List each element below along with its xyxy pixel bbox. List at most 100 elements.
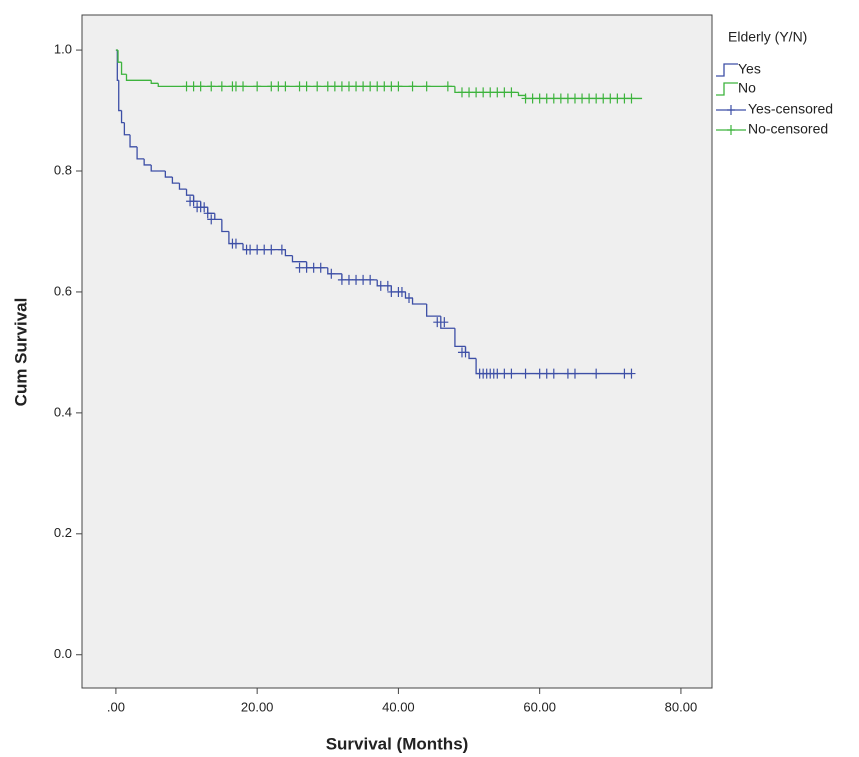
censor-mark xyxy=(309,262,318,273)
censor-mark xyxy=(267,81,276,92)
survival-step xyxy=(120,62,127,75)
survival-step xyxy=(136,146,145,160)
censor-mark xyxy=(521,368,530,379)
censor-mark xyxy=(542,93,551,104)
censor-mark xyxy=(203,208,212,219)
survival-step xyxy=(117,50,122,63)
legend-label: No-censored xyxy=(748,121,828,137)
survival-step xyxy=(185,189,194,196)
censor-mark xyxy=(313,81,322,92)
censor-mark xyxy=(606,93,615,104)
censor-mark xyxy=(549,93,558,104)
censor-mark xyxy=(302,262,311,273)
censor-mark xyxy=(295,81,304,92)
censor-mark xyxy=(344,274,353,285)
y-tick-label: 0.0 xyxy=(54,646,72,661)
survival-step xyxy=(178,183,187,190)
censor-mark xyxy=(585,93,594,104)
survival-step xyxy=(150,164,166,172)
survival-step xyxy=(118,80,122,112)
survival-step xyxy=(123,122,131,136)
censor-mark xyxy=(500,87,509,98)
censor-mark xyxy=(302,81,311,92)
censor-mark xyxy=(528,93,537,104)
censor-mark xyxy=(387,286,396,297)
censor-mark xyxy=(323,81,332,92)
censor-mark xyxy=(380,81,389,92)
censor-mark xyxy=(535,368,544,379)
censor-mark xyxy=(422,81,431,92)
censor-mark xyxy=(570,93,579,104)
legend-label: No xyxy=(738,80,756,96)
censor-mark xyxy=(239,81,248,92)
censor-mark xyxy=(182,81,191,92)
censor-mark xyxy=(443,81,452,92)
censor-mark xyxy=(189,196,198,207)
censor-mark xyxy=(549,368,558,379)
censor-mark xyxy=(387,81,396,92)
censor-mark xyxy=(316,262,325,273)
censor-mark xyxy=(535,93,544,104)
censor-mark xyxy=(542,368,551,379)
censor-mark xyxy=(359,274,368,285)
x-tick-label: 20.00 xyxy=(241,699,274,714)
censor-mark xyxy=(472,87,481,98)
censor-mark xyxy=(207,81,216,92)
survival-step xyxy=(129,134,138,148)
x-tick-label: 40.00 xyxy=(382,699,415,714)
x-tick-label: .00 xyxy=(107,699,125,714)
censor-mark xyxy=(352,81,361,92)
censor-mark xyxy=(465,87,474,98)
censor-mark xyxy=(613,93,622,104)
censor-mark xyxy=(295,262,304,273)
censor-mark xyxy=(359,81,368,92)
censor-mark xyxy=(253,81,262,92)
censor-mark xyxy=(440,317,449,328)
y-tick-label: 0.6 xyxy=(54,283,72,298)
y-tick-label: 0.8 xyxy=(54,162,72,177)
survival-step xyxy=(284,249,293,257)
censor-mark xyxy=(231,81,240,92)
survival-step xyxy=(120,110,125,124)
survival-step xyxy=(454,328,466,348)
censor-mark xyxy=(405,292,414,303)
censor-mark xyxy=(274,81,283,92)
survival-step xyxy=(411,297,427,305)
censor-mark xyxy=(556,93,565,104)
censor-mark xyxy=(376,280,385,291)
survival-step xyxy=(125,74,152,81)
censor-mark xyxy=(570,368,579,379)
legend-swatch xyxy=(727,125,735,135)
censor-mark xyxy=(493,368,502,379)
censor-mark xyxy=(267,244,276,255)
censor-mark xyxy=(344,81,353,92)
censor-mark xyxy=(366,81,375,92)
y-axis-title: Cum Survival xyxy=(11,298,30,407)
plot-area xyxy=(81,14,713,689)
legend-swatch xyxy=(727,105,735,115)
censor-mark xyxy=(366,274,375,285)
censor-mark xyxy=(337,274,346,285)
legend-swatch xyxy=(716,63,738,77)
censor-mark xyxy=(352,274,361,285)
x-tick-label: 60.00 xyxy=(523,699,556,714)
censor-mark xyxy=(479,87,488,98)
censor-mark xyxy=(281,81,290,92)
survival-step xyxy=(468,352,477,360)
censor-mark xyxy=(578,93,587,104)
survival-step xyxy=(171,177,180,184)
legend-title: Elderly (Y/N) xyxy=(728,29,807,45)
survival-step xyxy=(221,219,229,233)
y-tick-label: 0.4 xyxy=(54,404,72,419)
legend-swatch xyxy=(716,82,738,96)
survival-step xyxy=(164,171,173,178)
x-tick-label: 80.00 xyxy=(665,699,698,714)
censor-mark xyxy=(217,81,226,92)
censor-mark xyxy=(337,81,346,92)
censor-mark xyxy=(521,93,530,104)
y-tick-label: 0.2 xyxy=(54,525,72,540)
censor-mark xyxy=(327,268,336,279)
censor-mark xyxy=(627,93,636,104)
censor-mark xyxy=(620,368,629,379)
